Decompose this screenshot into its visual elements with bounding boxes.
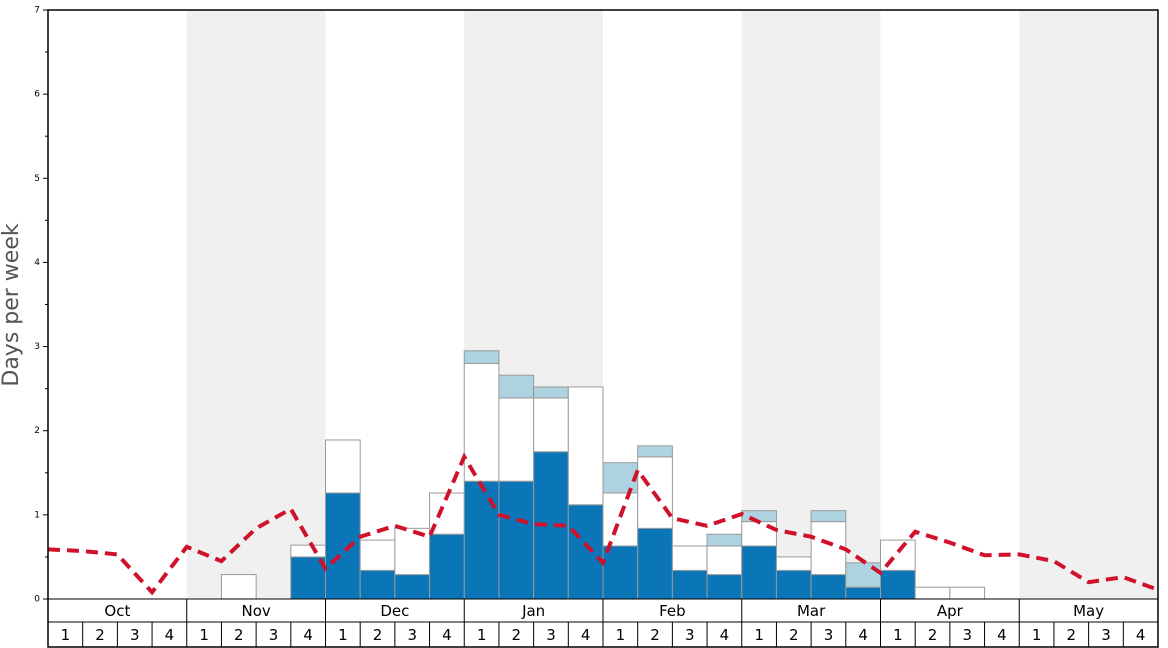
- week-label: 4: [858, 626, 868, 644]
- bar-segment: [220, 574, 257, 600]
- week-label: 1: [338, 626, 348, 644]
- week-label: 1: [1032, 626, 1042, 644]
- month-shade: [1019, 10, 1158, 599]
- bar-segment: [810, 574, 847, 600]
- month-label: Mar: [797, 602, 826, 620]
- week-label: 3: [269, 626, 279, 644]
- week-label: 3: [962, 626, 972, 644]
- bar-segment: [533, 386, 569, 399]
- week-label: 4: [997, 626, 1007, 644]
- week-label: 2: [789, 626, 799, 644]
- bar-segment: [775, 569, 812, 600]
- y-tick-label: 0: [34, 595, 40, 605]
- week-label: 1: [893, 626, 903, 644]
- y-tick-label: 4: [34, 258, 40, 268]
- week-label: 2: [650, 626, 660, 644]
- week-label: 2: [95, 626, 105, 644]
- bar-segment: [567, 504, 604, 600]
- bar-segment: [359, 569, 396, 600]
- week-label: 2: [234, 626, 244, 644]
- month-shade: [741, 10, 881, 599]
- week-label: 4: [581, 626, 591, 644]
- week-label: 1: [616, 626, 626, 644]
- week-label: 1: [199, 626, 209, 644]
- bar-segment: [671, 569, 708, 600]
- week-label: 1: [61, 626, 71, 644]
- bar-segment: [602, 492, 639, 547]
- week-label: 1: [477, 626, 487, 644]
- week-label: 2: [373, 626, 383, 644]
- bar-segment: [706, 533, 743, 547]
- bar-segment: [949, 586, 986, 600]
- week-label: 3: [1101, 626, 1111, 644]
- week-label: 4: [442, 626, 452, 644]
- bar-segment: [741, 521, 777, 547]
- week-label: 4: [303, 626, 313, 644]
- bar-segment: [498, 374, 535, 399]
- bar-segment: [602, 462, 639, 494]
- bar-segment: [290, 544, 326, 558]
- bar-segment: [533, 397, 569, 453]
- bar-segment: [637, 445, 673, 458]
- month-label: Feb: [659, 602, 686, 620]
- month-label: Dec: [380, 602, 409, 620]
- month-label: Apr: [937, 602, 964, 620]
- month-label: May: [1073, 602, 1104, 620]
- y-axis-label: Days per week: [0, 223, 24, 386]
- y-tick-label: 5: [34, 174, 40, 184]
- week-label: 3: [130, 626, 140, 644]
- y-tick-label: 7: [34, 6, 40, 16]
- bar-segment: [706, 574, 743, 600]
- week-label: 3: [685, 626, 695, 644]
- bar-segment: [845, 562, 881, 588]
- bar-segment: [845, 586, 881, 600]
- bar-segment: [429, 533, 465, 600]
- bar-segment: [880, 569, 916, 600]
- bar-segment: [325, 492, 361, 600]
- week-label: 1: [754, 626, 764, 644]
- bar-segment: [810, 510, 847, 523]
- bar-segment: [394, 574, 431, 600]
- bar-segment: [775, 556, 812, 571]
- bar-segment: [567, 386, 604, 506]
- bar-segment: [463, 480, 500, 600]
- week-label: 3: [824, 626, 834, 644]
- week-label: 4: [1136, 626, 1146, 644]
- bar-segment: [741, 545, 777, 600]
- week-label: 3: [546, 626, 556, 644]
- week-label: 3: [407, 626, 417, 644]
- bar-segment: [706, 545, 743, 576]
- week-label: 2: [928, 626, 938, 644]
- trend-line: [47, 452, 1159, 596]
- week-label: 4: [165, 626, 175, 644]
- bar-segment: [463, 350, 500, 364]
- month-label: Oct: [104, 602, 130, 620]
- month-label: Jan: [521, 602, 545, 620]
- month-shade: [186, 10, 326, 599]
- week-label: 2: [1067, 626, 1077, 644]
- y-tick-label: 1: [34, 510, 40, 520]
- bar-segment: [325, 439, 361, 494]
- month-label: Nov: [241, 602, 270, 620]
- week-label: 2: [512, 626, 522, 644]
- week-label: 4: [720, 626, 730, 644]
- bar-segment: [671, 545, 708, 571]
- y-tick-label: 2: [34, 426, 40, 436]
- y-tick-label: 6: [34, 90, 40, 100]
- bar-segment: [498, 480, 535, 600]
- bar-segment: [602, 545, 639, 600]
- bar-segment: [498, 397, 535, 482]
- bar-segment: [914, 586, 951, 600]
- y-tick-label: 3: [34, 342, 40, 352]
- bar-segment: [463, 362, 500, 482]
- bar-segment: [637, 527, 673, 600]
- bar-segment: [359, 539, 396, 571]
